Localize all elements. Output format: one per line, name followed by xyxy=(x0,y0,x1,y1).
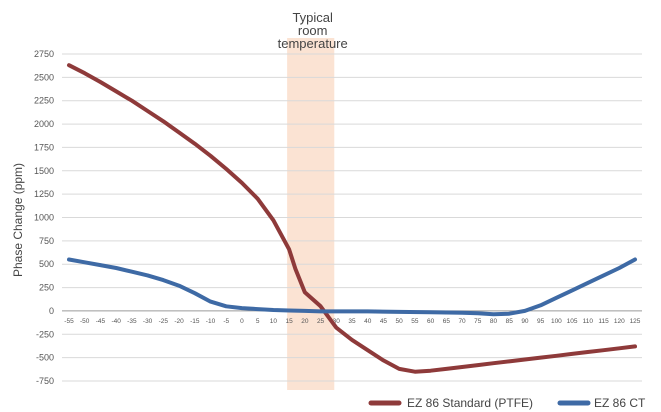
x-tick-label: 0 xyxy=(240,318,244,325)
x-tick-label: -50 xyxy=(80,318,90,325)
y-tick-label: 2500 xyxy=(34,72,54,82)
y-tick-label: 1000 xyxy=(34,213,54,223)
x-tick-label: 60 xyxy=(427,318,435,325)
x-tick-label: 90 xyxy=(521,318,529,325)
x-tick-label: 40 xyxy=(364,318,372,325)
series-line-1 xyxy=(67,63,637,374)
y-tick-label: 0 xyxy=(49,306,54,316)
x-tick-label: 110 xyxy=(583,318,594,325)
x-tick-label: 45 xyxy=(380,318,388,325)
x-tick-label: 120 xyxy=(614,318,625,325)
x-tick-label: 5 xyxy=(256,318,260,325)
x-tick-label: 85 xyxy=(506,318,514,325)
x-tick-label: 65 xyxy=(443,318,451,325)
y-tick-label: 1500 xyxy=(34,166,54,176)
x-tick-label: 70 xyxy=(458,318,466,325)
x-tick-label: -20 xyxy=(174,318,184,325)
y-tick-labels: -750 -500 -250 0 250 500 750 1000 1250 1500 1750 20… xyxy=(34,49,54,386)
y-axis-label: Phase Change (ppm) xyxy=(11,163,25,277)
x-tick-labels: -55 -50 -45 -40 -35 -30 -25 -20 -15 -10 -5 0 5 10 15 20… xyxy=(64,318,641,325)
x-tick-label: -40 xyxy=(111,318,121,325)
band-label-line: room xyxy=(298,23,328,38)
band-label-line: temperature xyxy=(278,36,348,51)
legend: EZ 86 Standard (PTFE) EZ 86 CT xyxy=(368,396,646,410)
y-tick-label: 1250 xyxy=(34,189,54,199)
series-line-2 xyxy=(67,257,637,317)
x-tick-label: 100 xyxy=(551,318,562,325)
grid-lines xyxy=(62,53,642,382)
legend-label: EZ 86 Standard (PTFE) xyxy=(407,396,533,410)
x-tick-label: 75 xyxy=(474,318,482,325)
x-tick-label: 10 xyxy=(270,318,278,325)
x-tick-label: -30 xyxy=(143,318,153,325)
x-tick-label: 20 xyxy=(301,318,309,325)
x-tick-label: 55 xyxy=(411,318,419,325)
y-tick-label: -750 xyxy=(36,376,54,386)
x-tick-label: 80 xyxy=(490,318,498,325)
y-tick-label: 500 xyxy=(39,259,54,269)
x-tick-label: -15 xyxy=(190,318,200,325)
x-tick-label: 50 xyxy=(396,318,404,325)
x-tick-label: 105 xyxy=(567,318,578,325)
y-tick-label: -500 xyxy=(36,353,54,363)
x-tick-label: -35 xyxy=(127,318,137,325)
y-tick-label: 2000 xyxy=(34,119,54,129)
x-tick-label: 25 xyxy=(317,318,325,325)
x-tick-label: -55 xyxy=(64,318,74,325)
band-label-line: Typical xyxy=(292,10,333,25)
y-tick-label: -250 xyxy=(36,329,54,339)
room-temperature-band xyxy=(287,38,335,390)
y-tick-label: 2250 xyxy=(34,96,54,106)
legend-label: EZ 86 CT xyxy=(594,396,646,410)
x-tick-label: -10 xyxy=(206,318,216,325)
y-tick-label: 1750 xyxy=(34,142,54,152)
x-tick-label: 95 xyxy=(537,318,545,325)
series-lines xyxy=(67,63,637,374)
x-tick-label: 15 xyxy=(285,318,293,325)
x-tick-label: 115 xyxy=(598,318,609,325)
x-tick-label: 30 xyxy=(333,318,341,325)
y-tick-label: 750 xyxy=(39,236,54,246)
x-tick-label: -25 xyxy=(159,318,169,325)
x-tick-label: 35 xyxy=(348,318,356,325)
y-tick-label: 2750 xyxy=(34,49,54,59)
x-tick-label: -5 xyxy=(223,318,229,325)
x-tick-label: -45 xyxy=(96,318,106,325)
x-tick-label: 125 xyxy=(630,318,641,325)
y-tick-label: 250 xyxy=(39,283,54,293)
